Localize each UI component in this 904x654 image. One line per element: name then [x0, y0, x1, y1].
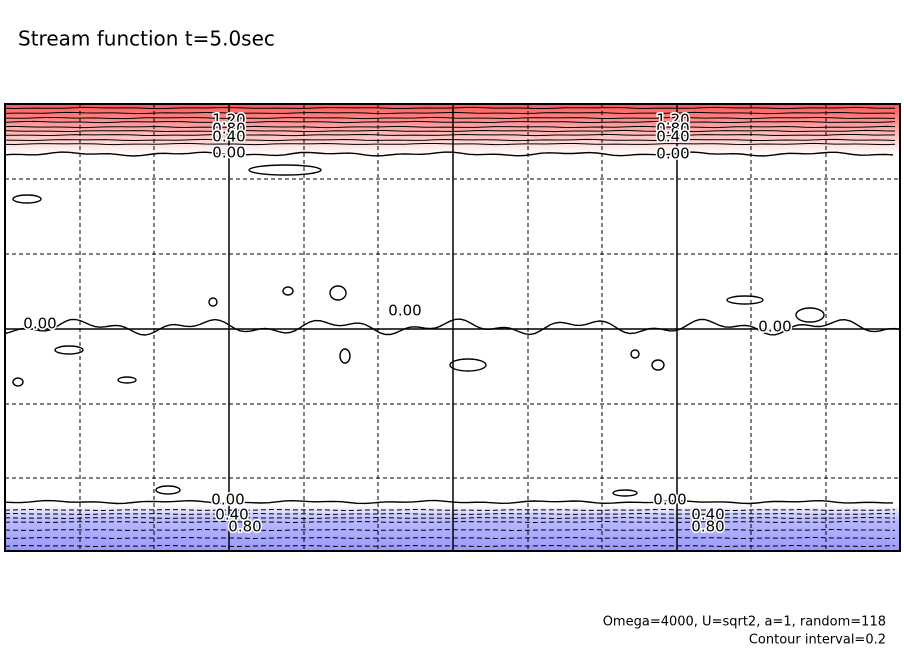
contour-line — [208, 297, 218, 307]
contour-line — [4, 111, 896, 115]
contour-line — [4, 125, 896, 129]
contour-line — [4, 116, 896, 120]
contour-label: 0.00 — [653, 491, 686, 509]
contour-line — [282, 286, 294, 296]
contour-label: 0.80 — [212, 120, 245, 138]
contour-line — [5, 133, 896, 137]
contour-label: 0.80 — [228, 518, 261, 536]
contour-label: 0.80 — [656, 120, 689, 138]
contour-line — [12, 377, 24, 387]
contour-line — [651, 359, 665, 371]
contour-label: 0.80 — [691, 518, 724, 536]
contour-line — [630, 349, 640, 359]
contour-line — [4, 520, 896, 524]
contour-line — [449, 358, 487, 372]
contour-line — [117, 376, 137, 384]
contour-label: 0.40 — [215, 506, 248, 524]
contour-line — [4, 512, 896, 516]
contour-line — [4, 528, 896, 532]
contour-label: 0.40 — [691, 506, 724, 524]
contour-label: 0.40 — [212, 128, 245, 146]
contour-line — [4, 508, 896, 512]
contour-label: 0.00 — [211, 491, 244, 509]
contour-label: 0.40 — [656, 128, 689, 146]
contour-label: 0.00 — [388, 302, 421, 320]
contour-line — [612, 489, 638, 497]
contour-line — [12, 194, 42, 204]
contour-line — [4, 318, 901, 336]
contour-line — [726, 295, 764, 305]
contour-line — [54, 345, 84, 355]
contour-line — [4, 138, 896, 142]
contour-label: 0.00 — [212, 144, 245, 162]
contour-line — [329, 285, 347, 301]
contour-line — [795, 307, 825, 323]
contour-line — [4, 151, 894, 157]
contour-label: 0.00 — [758, 318, 791, 336]
contour-label: 1.20 — [212, 111, 245, 129]
contour-line — [4, 536, 896, 540]
contour-line — [4, 129, 896, 133]
plot-frame — [4, 103, 901, 552]
plot-area: 1.200.800.400.001.200.800.400.000.000.00… — [4, 103, 901, 552]
contour-line — [4, 106, 896, 110]
contour-label: 0.00 — [23, 315, 56, 333]
contour-label: 1.20 — [656, 111, 689, 129]
contour-line — [155, 485, 181, 495]
contour-line — [4, 142, 896, 146]
contour-line — [339, 348, 351, 364]
contour-line — [4, 544, 896, 548]
contour-line — [4, 120, 896, 124]
contour-line — [248, 164, 322, 176]
contour-label: 0.00 — [656, 145, 689, 163]
annotation: Contour interval=0.2 — [749, 633, 886, 648]
chart-title: Stream function t=5.0sec — [18, 27, 275, 51]
contour-line — [4, 516, 896, 520]
contour-line — [4, 499, 893, 505]
annotation: Omega=4000, U=sqrt2, a=1, random=118 — [603, 615, 886, 630]
